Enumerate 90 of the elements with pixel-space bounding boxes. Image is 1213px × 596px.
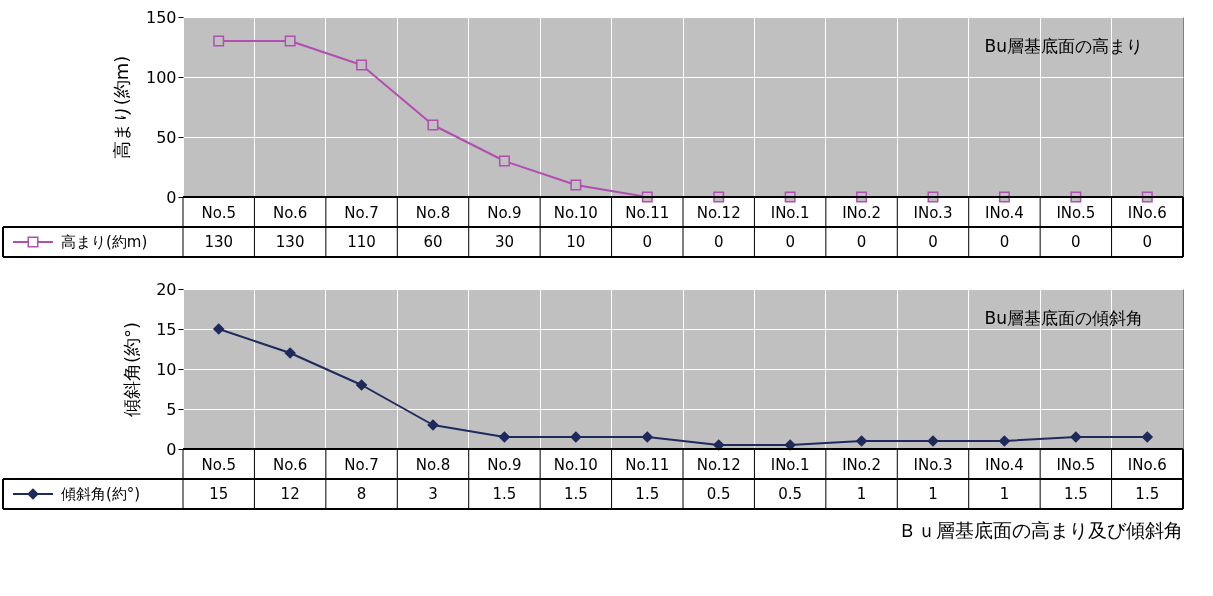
x-tick-label: INo.3 [913, 203, 953, 222]
point [498, 431, 510, 443]
point [570, 431, 582, 443]
y-tick-label: 150 [145, 7, 177, 27]
annotation: Bu層基底面の高まり [984, 36, 1143, 56]
data-label: 0 [928, 233, 938, 251]
point [927, 435, 939, 447]
point [213, 323, 225, 335]
y-axis-title: 高まり(約m) [110, 55, 132, 160]
x-tick-label: No.8 [415, 455, 451, 474]
x-tick-label: No.7 [344, 203, 379, 222]
data-label: 0.5 [778, 485, 803, 503]
legend-label: 高まり(約m) [61, 233, 148, 251]
point [356, 59, 368, 71]
point [570, 179, 582, 191]
data-label: 30 [494, 233, 514, 251]
x-tick-label: INo.2 [842, 203, 882, 222]
data-label: 1.5 [635, 485, 660, 503]
x-tick-label: INo.1 [770, 203, 810, 222]
point [998, 435, 1010, 447]
data-label: 1 [856, 485, 867, 503]
data-label: 3 [428, 485, 438, 503]
point [641, 431, 653, 443]
point [856, 435, 868, 447]
data-label: 8 [356, 485, 367, 503]
point [356, 379, 368, 391]
data-label: 0 [1142, 233, 1153, 251]
data-label: 0 [1071, 233, 1081, 251]
x-tick-label: No.10 [553, 455, 598, 474]
x-tick-label: No.10 [553, 203, 598, 222]
point [284, 35, 296, 47]
point [498, 155, 510, 167]
data-label: 130 [204, 233, 234, 251]
y-tick-label: 5 [166, 399, 177, 419]
y-tick-label: 0 [166, 439, 177, 459]
data-label: 0 [642, 233, 653, 251]
y-tick-label: 50 [156, 127, 177, 147]
data-label: 0 [785, 233, 795, 251]
x-tick-label: No.6 [272, 455, 308, 474]
data-label: 15 [209, 485, 229, 503]
x-tick-label: INo.6 [1127, 455, 1167, 474]
data-label: 60 [423, 233, 443, 251]
data-label: 1 [928, 485, 938, 503]
y-tick-label: 0 [166, 187, 177, 207]
x-tick-label: No.6 [272, 203, 308, 222]
annotation: Bu層基底面の傾斜角 [984, 308, 1143, 328]
x-tick-label: INo.5 [1056, 455, 1096, 474]
data-label: 0 [856, 233, 867, 251]
y-tick-label: 100 [145, 67, 177, 87]
data-label: 1.5 [492, 485, 517, 503]
data-label: 1.5 [563, 485, 588, 503]
x-tick-label: No.12 [696, 455, 741, 474]
data-label: 1.5 [1135, 485, 1160, 503]
data-label: 12 [280, 485, 300, 503]
text: Ｂｕ層基底面の高まり及び傾斜角 [898, 519, 1183, 541]
point [284, 347, 296, 359]
x-tick-label: No.5 [201, 455, 236, 474]
x-tick-label: INo.4 [984, 203, 1024, 222]
x-tick-label: No.12 [696, 203, 741, 222]
y-tick-label: 20 [156, 279, 177, 299]
x-tick-label: No.9 [487, 455, 522, 474]
x-tick-label: No.5 [201, 203, 236, 222]
data-label: 1.5 [1063, 485, 1088, 503]
y-axis-title: 傾斜角(約°) [121, 321, 143, 418]
x-tick-label: No.11 [625, 455, 670, 474]
legend-label: 傾斜角(約°) [61, 485, 141, 503]
x-tick-label: No.7 [344, 455, 379, 474]
data-label: 10 [566, 233, 586, 251]
data-label: 0 [999, 233, 1010, 251]
data-label: 1 [999, 485, 1010, 503]
point [1070, 431, 1082, 443]
x-tick-label: No.9 [487, 203, 522, 222]
point [427, 419, 439, 431]
data-label: 0.5 [706, 485, 731, 503]
y-tick-label: 15 [156, 319, 177, 339]
x-tick-label: INo.5 [1056, 203, 1096, 222]
data-label: 110 [347, 233, 376, 251]
point [213, 35, 225, 47]
point [713, 439, 725, 451]
x-tick-label: INo.3 [913, 455, 953, 474]
data-label: 0 [713, 233, 724, 251]
x-tick-label: INo.6 [1127, 203, 1167, 222]
x-tick-label: INo.2 [842, 455, 882, 474]
x-tick-label: No.8 [415, 203, 451, 222]
point [1141, 431, 1153, 443]
x-tick-label: INo.1 [770, 455, 810, 474]
data-label: 130 [275, 233, 305, 251]
x-tick-label: INo.4 [984, 455, 1024, 474]
x-tick-label: No.11 [625, 203, 670, 222]
y-tick-label: 10 [156, 359, 177, 379]
